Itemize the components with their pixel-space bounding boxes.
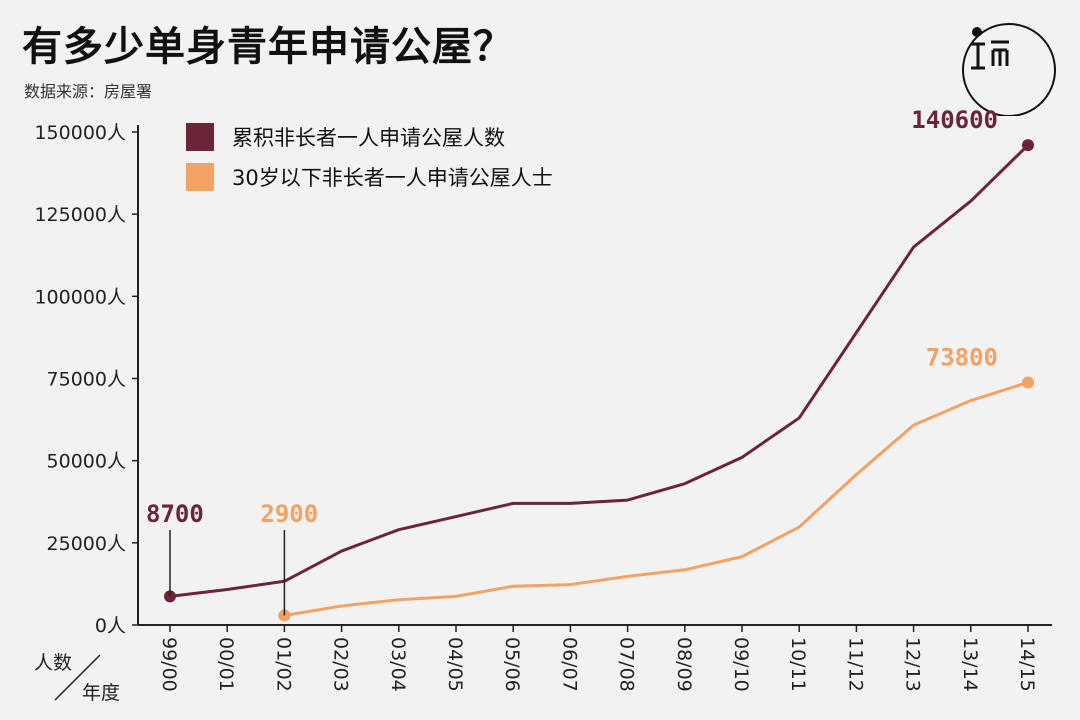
corner-divider [54, 654, 101, 701]
y-tick-label: 150000人 [34, 122, 126, 144]
data-source: 数据来源：房屋署 [24, 82, 153, 101]
logo-icon [962, 23, 1056, 116]
series-line-1 [169, 144, 1030, 598]
legend-label-series-1: 累积非长者一人申请公屋人数 [232, 126, 505, 150]
data-callout-label: 8700 [146, 500, 204, 528]
data-callout-label: 2900 [260, 500, 318, 528]
x-tick-label: 12/13 [902, 637, 924, 692]
chart-title: 有多少单身青年申请公屋？ [22, 24, 514, 70]
data-callout-label: 140600 [911, 106, 998, 134]
y-tick-label: 100000人 [34, 286, 126, 308]
x-tick-label: 00/01 [215, 637, 237, 692]
annotation-layer: 8700 2900 140600 73800 [146, 106, 1034, 622]
x-tick-label: 13/14 [959, 637, 981, 692]
y-tick-label: 0人 [95, 615, 126, 637]
x-tick-label: 09/10 [730, 637, 752, 692]
x-tick-label: 11/12 [844, 637, 866, 692]
legend: 累积非长者一人申请公屋人数 30岁以下非长者一人申请公屋人士 [186, 123, 553, 191]
series-line-2 [284, 381, 1029, 617]
corner-label-count: 人数 [34, 652, 72, 674]
x-tick-label: 08/09 [673, 637, 695, 692]
data-point-series-2 [1022, 376, 1034, 389]
x-tick-label: 99/00 [158, 637, 180, 692]
y-tick-label: 125000人 [34, 204, 126, 226]
y-tick-label: 75000人 [47, 369, 126, 391]
y-tick-label: 50000人 [47, 451, 126, 473]
x-tick-label: 02/03 [330, 637, 352, 692]
x-tick-label: 10/11 [787, 637, 809, 692]
data-point-series-1 [1022, 139, 1034, 152]
x-ticks: 99/00 00/01 01/02 02/03 03/04 04/05 05/06 06/07… [158, 625, 1038, 692]
legend-label-series-2: 30岁以下非长者一人申请公屋人士 [232, 166, 553, 190]
x-tick-label: 04/05 [444, 637, 466, 692]
x-tick-label: 07/08 [616, 637, 638, 692]
data-callout-label: 73800 [926, 343, 998, 371]
x-tick-label: 05/06 [501, 637, 523, 692]
x-tick-label: 14/15 [1016, 637, 1038, 692]
axis-corner-label: 人数 年度 [34, 652, 120, 704]
x-tick-label: 03/04 [387, 637, 409, 692]
y-tick-label: 25000人 [47, 533, 126, 555]
legend-swatch-series-1 [186, 123, 214, 151]
y-ticks: 0人 25000人 50000人 75000人 100000人 125000人 150000… [34, 122, 138, 637]
series-layer [169, 144, 1030, 617]
axes [137, 125, 1052, 626]
x-tick-label: 06/07 [558, 637, 580, 692]
corner-label-year: 年度 [82, 682, 120, 704]
legend-swatch-series-2 [186, 163, 214, 191]
x-tick-label: 01/02 [272, 637, 294, 692]
